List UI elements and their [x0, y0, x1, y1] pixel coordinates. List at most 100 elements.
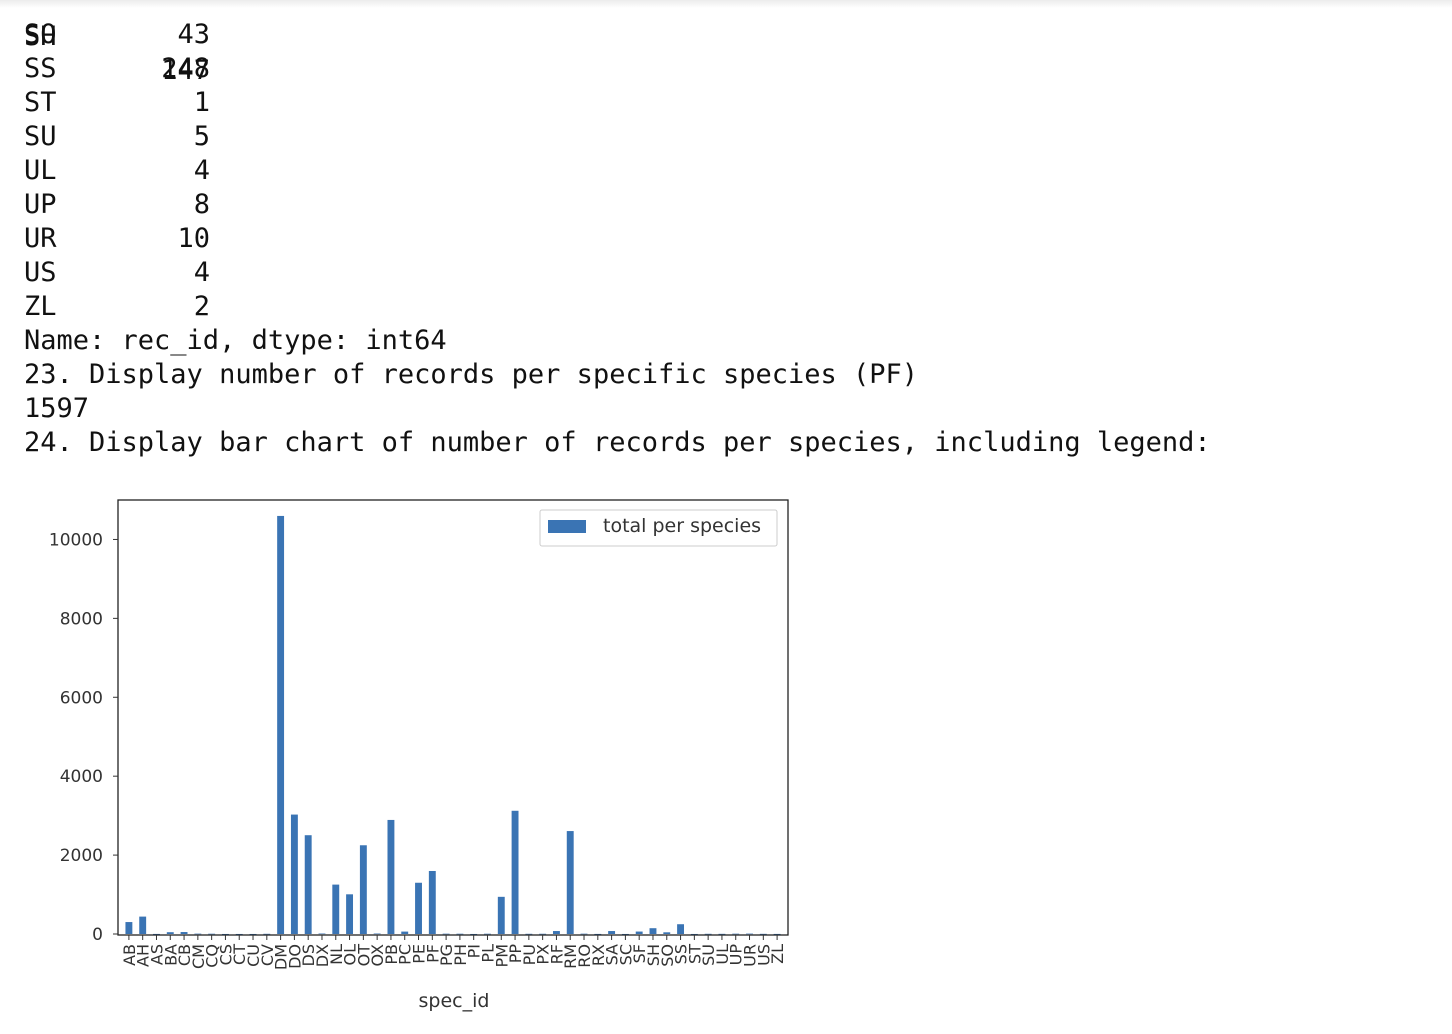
bar-DS [304, 835, 312, 934]
y-tick-label: 6000 [60, 688, 103, 708]
x-tick-label: PP [506, 944, 525, 964]
x-tick-label: SU [699, 944, 718, 966]
x-tick-label: SH [644, 944, 663, 966]
step-23-result: 1597 [24, 393, 90, 424]
row-key: SO [24, 19, 57, 50]
x-tick-label: OL [341, 944, 360, 966]
bar-RO [580, 933, 588, 935]
row-key: ST [24, 87, 57, 118]
y-tick-label: 8000 [60, 609, 103, 629]
x-tick-label: PL [478, 944, 497, 963]
bar-BA [166, 932, 174, 934]
y-tick-label: 4000 [60, 767, 103, 787]
row-key: US [24, 257, 57, 288]
x-tick-label: CS [216, 944, 235, 965]
bar-UR [746, 933, 753, 935]
bar-PF [428, 870, 436, 934]
x-tick-label: RM [561, 944, 580, 969]
bar-OL [346, 894, 354, 934]
x-tick-label: PF [423, 944, 442, 963]
x-tick-label: RF [547, 944, 566, 964]
bar-PG [442, 933, 450, 935]
bar-DM [277, 515, 285, 934]
x-tick-label: SA [603, 944, 622, 965]
bar-SA [608, 931, 616, 934]
x-tick-label: SF [630, 944, 649, 963]
bar-CQ [208, 933, 216, 935]
x-tick-label: NL [327, 944, 346, 965]
bar-CU [249, 933, 257, 935]
x-tick-label: CV [258, 944, 277, 966]
bar-ZL [773, 933, 781, 935]
bar-PC [401, 931, 409, 934]
x-tick-label: CM [189, 944, 208, 969]
bar-AH [139, 916, 147, 934]
bar-CV [263, 933, 271, 935]
row-key: UP [24, 189, 57, 220]
x-tick-label: ST [685, 944, 704, 964]
x-axis-label: spec_id [419, 990, 490, 1012]
bar-UL [718, 933, 726, 935]
bar-NL [332, 884, 340, 934]
series-footer: Name: rec_id, dtype: int64 [24, 325, 447, 356]
x-tick-label: AS [147, 944, 166, 965]
step-23-text: 23. Display number of records per specif… [24, 359, 919, 390]
row-key: UL [24, 155, 57, 186]
x-tick-label: SS [672, 944, 691, 964]
row-value: 4 [193, 155, 210, 186]
bar-chart: 0 2000 4000 6000 8000 10000 ABAHASBACBCMCQCSCT… [49, 499, 789, 1012]
legend-box [539, 509, 778, 547]
bar-PU [525, 933, 533, 935]
x-tick-label: RO [575, 944, 594, 968]
x-tick-label: UL [713, 944, 732, 965]
x-tick-label: PB [382, 944, 401, 965]
row-key: UR [24, 223, 57, 254]
bar-PP [511, 810, 519, 934]
bar-OX [373, 933, 381, 935]
bar-CS [221, 933, 229, 935]
x-tick-label: PG [437, 944, 456, 966]
y-tick-label: 0 [92, 925, 103, 945]
bar-OT [359, 845, 367, 934]
bar-SH [649, 928, 657, 934]
bar-RX [594, 933, 602, 935]
x-tick-label: DO [285, 944, 304, 969]
bar-SU [704, 933, 712, 935]
x-tick-label: CB [175, 944, 194, 966]
row-key: SH [24, 21, 57, 52]
x-tick-label: DS [299, 944, 318, 966]
row-key: SU [24, 121, 57, 152]
x-tick-label: OX [368, 944, 387, 967]
x-tick-label: PM [492, 944, 511, 967]
x-tick-label: AB [120, 944, 139, 966]
x-tick-label: PC [396, 944, 415, 965]
x-tick-label: SO [658, 944, 677, 967]
bar-PI [470, 933, 478, 935]
bar-RF [552, 931, 560, 934]
bar-AS [153, 933, 160, 935]
x-tick-label: AH [134, 944, 153, 967]
row-value: 147 [161, 55, 210, 86]
bar-SS [677, 924, 685, 934]
bar-DX [318, 933, 326, 935]
x-tick-label: RX [589, 944, 608, 966]
bar-SC [621, 933, 629, 935]
x-tick-label: PU [520, 944, 539, 965]
bar-PB [387, 819, 395, 934]
bar-ST [690, 933, 698, 935]
x-tick-label: PE [410, 944, 429, 964]
x-tick-label: CT [230, 944, 249, 965]
bar-PH [456, 933, 464, 935]
x-tick-label: OT [354, 944, 373, 967]
y-tick-label: 2000 [60, 846, 103, 866]
x-tick-label: BA [161, 944, 180, 966]
bar-CT [235, 933, 243, 935]
x-tick-label: PH [451, 944, 470, 966]
row-value: 10 [177, 223, 210, 254]
bar-DO [290, 814, 298, 934]
table-row-partial: SH 147 [24, 0, 210, 86]
row-value: 2 [193, 291, 210, 322]
x-tick-label: PX [534, 944, 553, 965]
x-tick-label: UP [727, 944, 746, 966]
